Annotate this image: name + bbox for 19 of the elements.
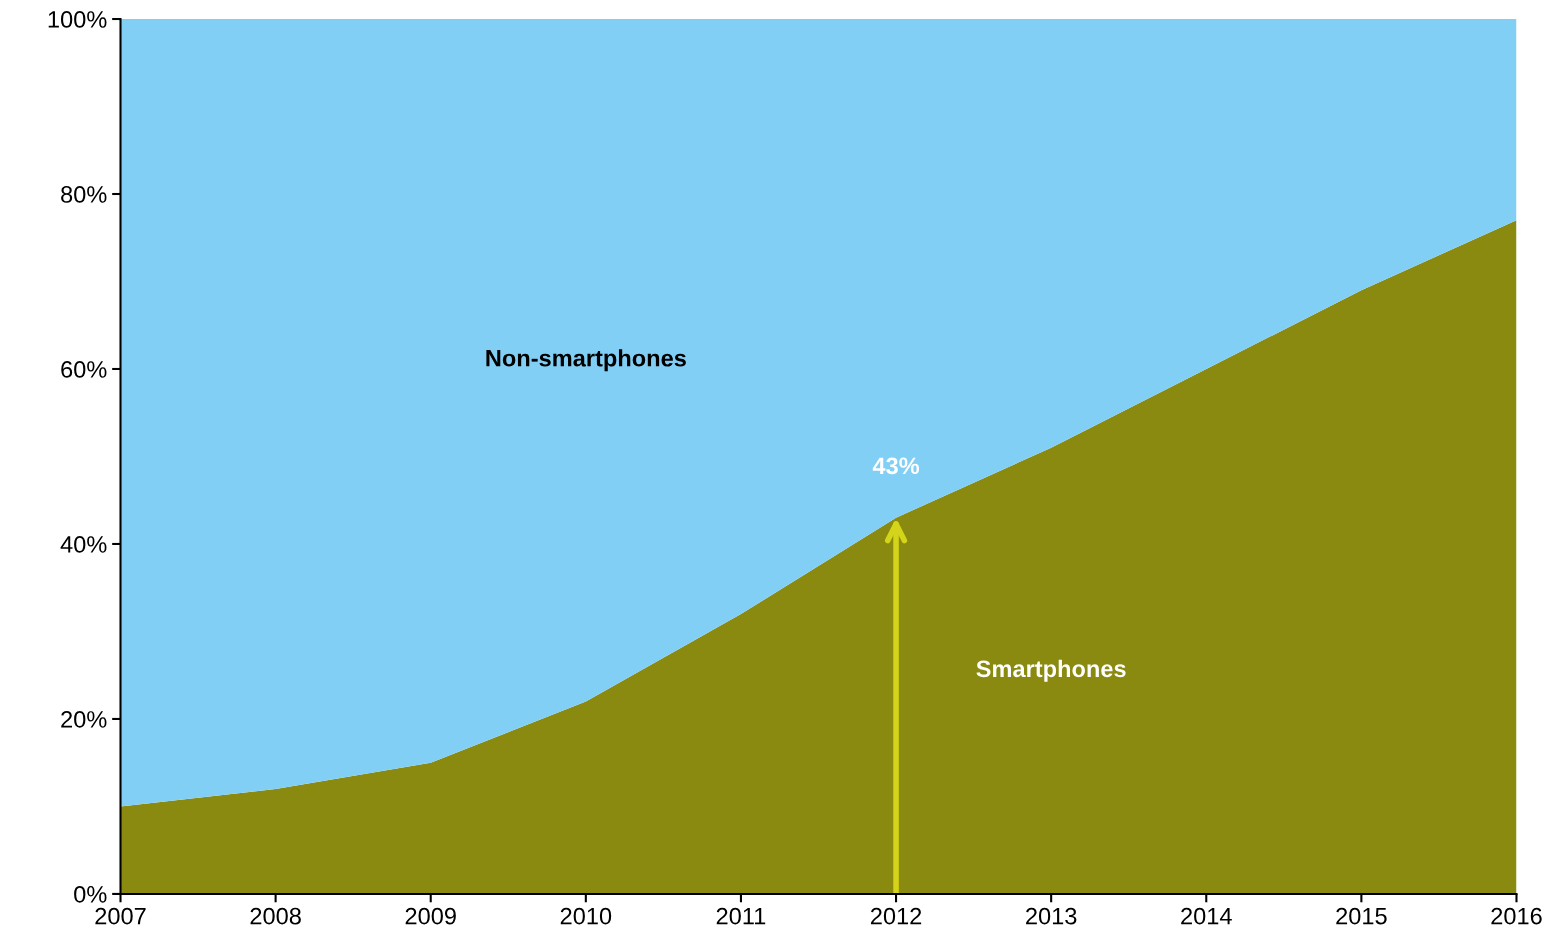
y-tick-label: 60% <box>61 361 107 378</box>
x-tick-label: 2009 <box>405 907 456 925</box>
x-tick-label: 2015 <box>1336 907 1387 925</box>
x-tick-label: 2010 <box>560 907 612 925</box>
y-tick-label: 80% <box>61 186 107 203</box>
y-tick-label: 40% <box>60 536 107 553</box>
y-tick-label: 0% <box>74 886 107 903</box>
x-tick-label: 2012 <box>870 907 922 925</box>
x-tick-label: 2011 <box>716 907 766 925</box>
x-tick-label: 2008 <box>250 907 301 925</box>
x-tick-label: 2013 <box>1026 907 1077 925</box>
series-label: Non-smartphones <box>486 349 686 372</box>
x-tick-label: 2007 <box>95 907 146 925</box>
y-tick-label: 100% <box>48 11 107 28</box>
series-label: Smartphones <box>976 659 1126 682</box>
x-tick-label: 2016 <box>1491 907 1542 925</box>
annotation: 43% <box>872 457 920 475</box>
y-tick-label: 20% <box>61 711 107 728</box>
x-tick-label: 2014 <box>1181 907 1232 925</box>
